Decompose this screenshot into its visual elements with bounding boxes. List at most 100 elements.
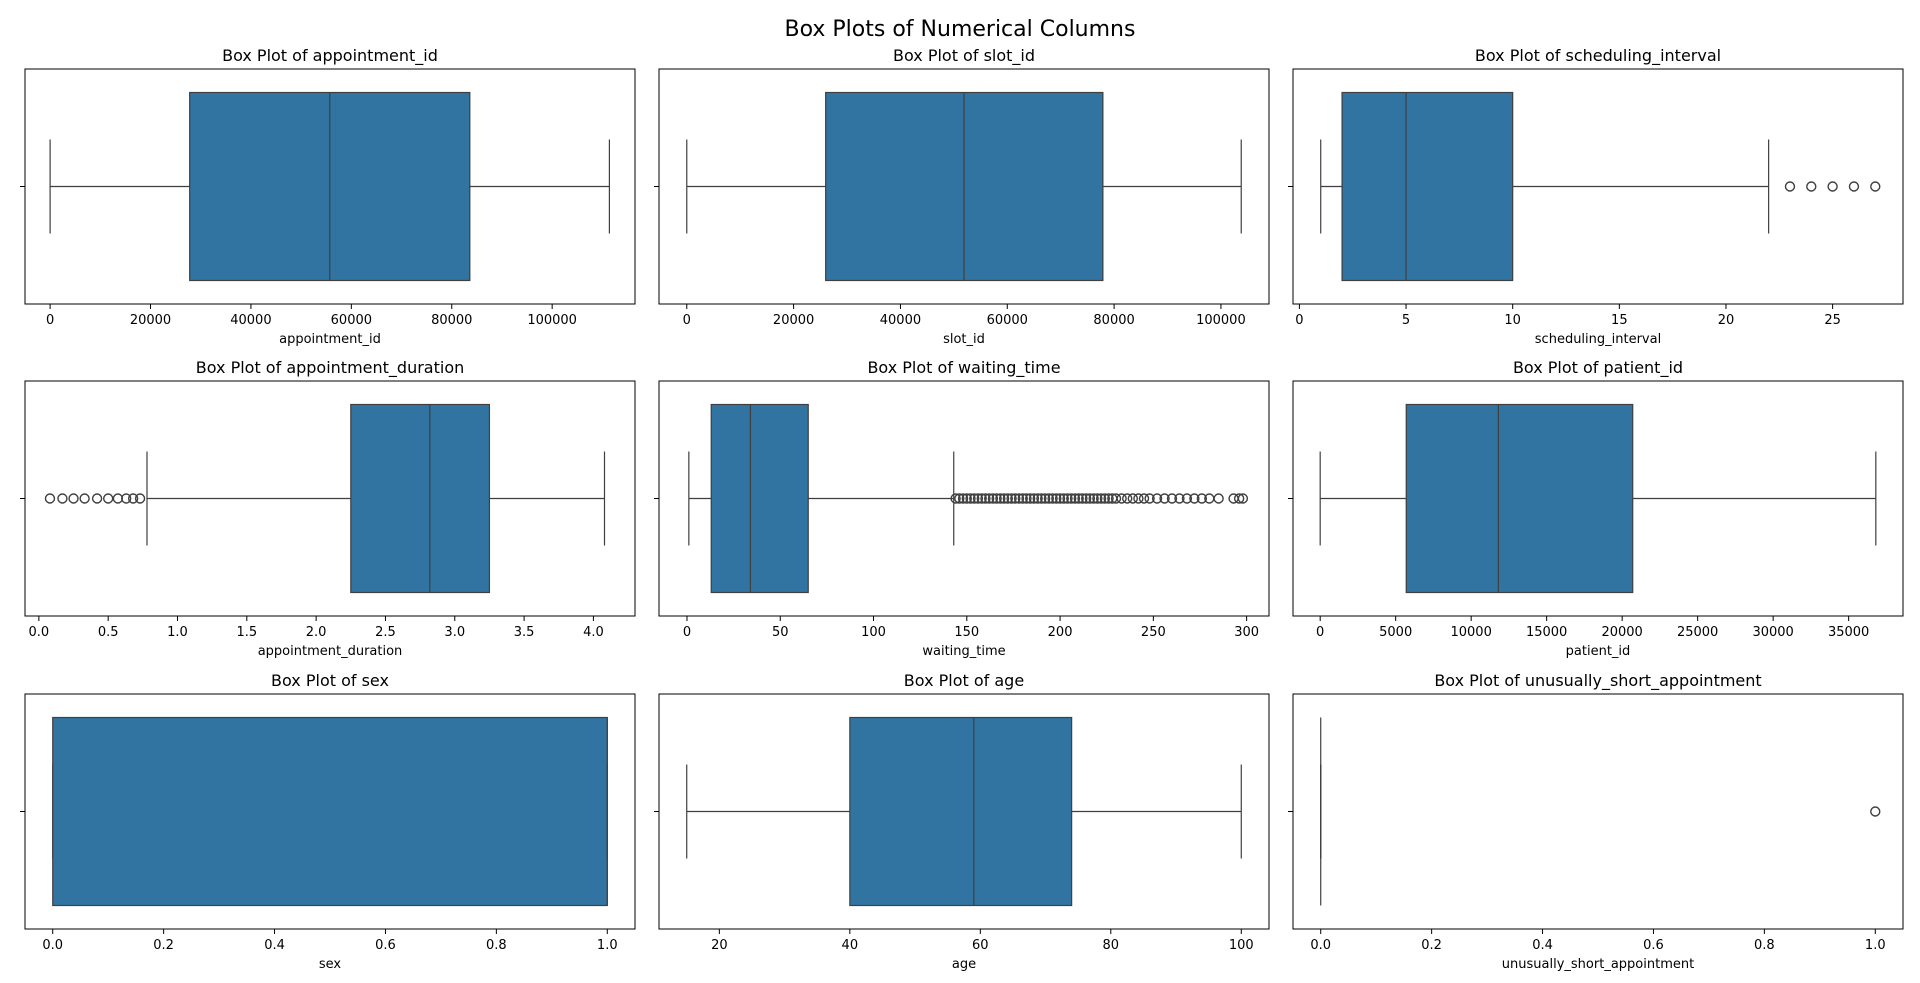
x-tick-label: 250 [1141,625,1166,640]
x-tick-label: 1.0 [167,625,188,640]
x-tick-label: 0 [683,625,691,640]
outlier-point [1036,493,1047,504]
outlier-point [969,493,980,504]
subplot-6: Box Plot of sex 0.0 0.2 0.4 0.6 0.8 1.0 sex [20,671,636,972]
outlier-point [1013,493,1025,504]
x-tick-label: 0.8 [1754,938,1775,953]
x-tick-label: 4.0 [583,625,604,640]
outlier-point [1073,493,1084,504]
outlier-point [1870,806,1881,817]
x-tick-label: 60000 [331,313,372,328]
x-tick-label: 0.8 [486,938,507,953]
subplot-3: Box Plot of appointment_duration 0.0 0.5 1.… [20,358,636,659]
x-tick-label: 30000 [1752,625,1793,640]
outlier-point [1189,493,1200,504]
x-tick-label: 150 [954,625,979,640]
figure-title: Box Plots of Numerical Columns [785,17,1136,42]
x-tick-label: 80000 [1093,313,1134,328]
x-tick-label: 100000 [527,313,577,328]
outlier-point [1080,493,1092,504]
outlier-point [965,493,976,504]
outlier-point [1017,493,1028,504]
outlier-point [1196,493,1208,504]
outlier-point [980,493,991,504]
subplot-4: Box Plot of waiting_time 0 50 100 150 200 250 3… [654,358,1270,659]
outlier-point [1110,493,1122,504]
subplot-1: Box Plot of slot_id 0 20000 40000 60000 80000… [654,46,1270,347]
outlier-point [1122,493,1133,504]
subplot-title: Box Plot of unusually_short_appointment [1434,671,1761,691]
outlier-point [1043,493,1055,504]
x-tick-label: 20 [1718,313,1735,328]
subplot-title: Box Plot of patient_id [1513,358,1683,378]
x-tick-label: 0 [1316,625,1324,640]
x-axis-label: sex [319,957,342,972]
x-tick-label: 0.2 [1421,938,1442,953]
x-tick-label: 0.0 [42,938,63,953]
x-tick-label: 5 [1402,313,1410,328]
x-tick-label: 0.5 [98,625,119,640]
iqr-box [710,403,809,594]
x-tick-label: 10 [1504,313,1521,328]
outlier-point [102,493,114,504]
iqr-box [52,716,608,907]
outlier-point [1166,493,1178,504]
outlier-point [1095,493,1107,504]
outlier-point [1032,493,1043,504]
outlier-point [1233,493,1245,504]
outlier-point [44,493,56,504]
outlier-point [1127,493,1139,504]
outlier-point [91,493,103,504]
x-tick-label: 10000 [1450,625,1491,640]
outlier-point [1848,181,1860,192]
x-tick-label: 100 [861,625,886,640]
outlier-point [1006,493,1017,504]
outlier-point [1092,493,1103,504]
x-tick-label: 300 [1234,625,1259,640]
outlier-point [1870,181,1881,192]
outlier-point [1010,493,1021,504]
x-tick-label: 2.5 [375,625,396,640]
outlier-point [983,493,995,504]
x-axis-label: slot_id [943,332,985,347]
x-tick-label: 100000 [1196,313,1246,328]
x-tick-label: 200 [1048,625,1073,640]
outlier-point [1066,493,1077,504]
subplot-title: Box Plot of slot_id [893,46,1035,66]
x-tick-label: 40 [842,938,859,953]
subplot-2: Box Plot of scheduling_interval 0 5 10 15 20 2… [1288,46,1904,347]
outlier-point [1058,493,1070,504]
x-tick-label: 25000 [1677,625,1718,640]
x-tick-label: 35000 [1828,625,1869,640]
x-tick-label: 0 [683,313,691,328]
x-axis-label: appointment_duration [258,644,403,659]
outlier-point [1827,181,1838,192]
outlier-point [954,493,965,504]
outlier-point [987,493,999,504]
outlier-point [995,493,1006,504]
outlier-point [121,493,132,504]
x-axis-label: scheduling_interval [1535,332,1661,347]
x-tick-label: 0.4 [1532,938,1553,953]
subplot-5: Box Plot of patient_id 0 5000 10000 15000 200… [1288,358,1904,659]
outlier-point [1062,493,1073,504]
outlier-point [1103,493,1114,504]
x-tick-label: 60 [972,938,989,953]
outlier-point [957,493,969,504]
x-axis-label: appointment_id [279,332,381,347]
outlier-point [1021,493,1032,504]
x-tick-label: 15000 [1526,625,1567,640]
subplot-title: Box Plot of appointment_id [222,46,438,66]
outlier-point [1069,493,1081,504]
outlier-point [1784,181,1796,192]
outlier-point [1144,493,1155,504]
outlier-point [950,493,961,504]
x-tick-label: 80 [1103,938,1120,953]
x-tick-label: 60000 [987,313,1028,328]
outlier-point [57,493,68,504]
outlier-point [1077,493,1088,504]
iqr-box [1341,91,1514,282]
subplot-title: Box Plot of sex [271,671,389,690]
outlier-point [1084,493,1096,504]
outlier-point [1028,493,1040,504]
